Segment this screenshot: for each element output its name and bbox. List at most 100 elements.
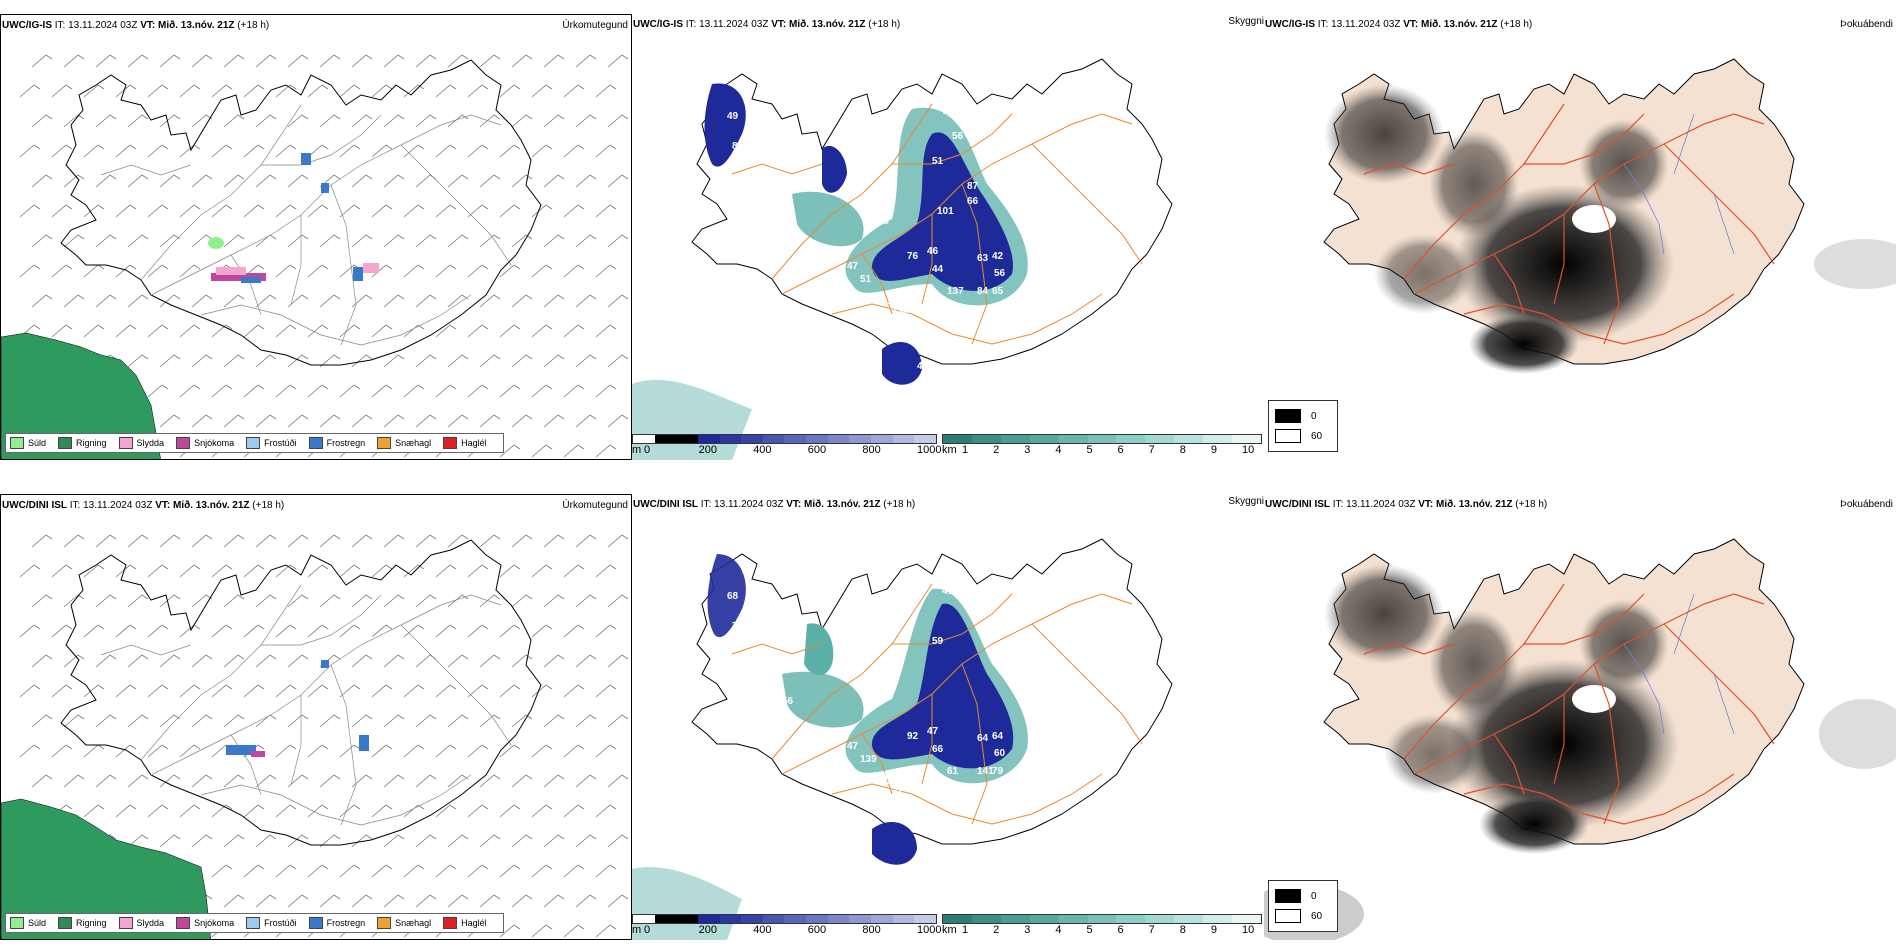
road-line — [150, 604, 442, 776]
wind-barb — [191, 654, 213, 668]
fog-legend-item: 0 — [1275, 409, 1317, 423]
visibility-value-label: 51 — [860, 274, 872, 285]
wind-barb — [371, 744, 393, 758]
wind-barb — [595, 84, 617, 98]
wind-barb — [319, 834, 341, 848]
wind-barb — [275, 564, 297, 578]
precip-cells — [208, 153, 379, 283]
road-line — [100, 644, 192, 656]
wind-barb — [447, 534, 469, 548]
colorbar-tick: 1 — [962, 924, 969, 936]
wind-barb — [275, 864, 297, 878]
wind-barb — [223, 354, 245, 368]
wind-barb — [435, 684, 457, 698]
visibility-value-label: 23 — [872, 696, 884, 707]
wind-barb — [287, 654, 309, 668]
wind-barb — [191, 54, 213, 68]
wind-barb — [403, 84, 425, 98]
wind-barb — [531, 84, 553, 98]
wind-barb — [211, 324, 233, 338]
wind-barb — [147, 84, 169, 98]
wind-barb — [371, 564, 393, 578]
wind-barb — [595, 264, 617, 278]
wind-barb — [83, 264, 105, 278]
wind-barb — [115, 324, 137, 338]
colorbar-tick: 0 — [644, 924, 651, 936]
visibility-value-label: 141 — [977, 766, 994, 777]
road-line — [1553, 694, 1565, 785]
wind-barb — [499, 264, 521, 278]
road-line — [200, 774, 472, 826]
wind-barb — [339, 804, 361, 818]
wind-barb — [255, 174, 277, 188]
wind-barb — [415, 714, 437, 728]
wind-barb — [51, 84, 73, 98]
wind-barb — [607, 654, 629, 668]
wind-barb — [223, 894, 245, 908]
wind-barb — [575, 594, 597, 608]
colorbar-tick: 5 — [1086, 444, 1093, 456]
colorbar-tick: 200 — [698, 924, 717, 936]
wind-barb — [319, 234, 341, 248]
wind-barb — [447, 54, 469, 68]
road-line — [1363, 163, 1455, 175]
wind-barb — [467, 864, 489, 878]
wind-barb — [51, 564, 73, 578]
wind-barb — [339, 204, 361, 218]
road-line — [1524, 113, 1645, 165]
visibility-value-label: 107 — [887, 296, 904, 307]
visibility-value-label: 139 — [860, 754, 877, 765]
visibility-value-label: 56 — [952, 131, 964, 142]
wind-barb — [287, 294, 309, 308]
wind-barb — [191, 834, 213, 848]
road-line — [1071, 593, 1133, 605]
wind-barb — [191, 774, 213, 788]
visibility-value-label: 64 — [992, 731, 1004, 742]
road-line — [961, 663, 988, 825]
visibility-value-label: 11 — [787, 236, 798, 247]
wind-barb — [383, 714, 405, 728]
wind-barb — [63, 714, 85, 728]
road-network — [1363, 103, 1775, 345]
wind-barb — [511, 714, 533, 728]
river-line — [1623, 163, 1665, 255]
colorbar-tick: 200 — [698, 444, 717, 456]
road-line — [1593, 183, 1620, 345]
wind-barb — [211, 804, 233, 818]
precip-panel-2: UWC/DINI ISL IT: 13.11.2024 03Z VT: Mið.… — [0, 494, 632, 940]
precip-type-legend: Súld Rigning Slydda Snjókoma Frostúði Frostre… — [5, 433, 504, 453]
wind-barb — [371, 804, 393, 818]
wind-barb — [115, 804, 137, 818]
road-line — [330, 184, 357, 346]
wind-barb — [511, 594, 533, 608]
fog-legend: 0 60 — [1268, 400, 1338, 452]
wind-barb — [243, 624, 265, 638]
wind-barb — [511, 654, 533, 668]
wind-barb — [467, 324, 489, 338]
colorbar-tick: 6 — [1117, 924, 1124, 936]
road-line — [1493, 253, 1525, 315]
wind-barb — [371, 324, 393, 338]
wind-barb — [531, 864, 553, 878]
visibility-value-label: 50 — [917, 841, 929, 852]
wind-barb — [339, 84, 361, 98]
wind-barb — [31, 714, 53, 728]
wind-barb — [223, 534, 245, 548]
colorbar-strip — [942, 434, 1262, 444]
colorbar-tick: 1 — [962, 444, 969, 456]
wind-barb — [19, 564, 41, 578]
wind-barb — [63, 114, 85, 128]
road-line — [400, 144, 512, 266]
wind-barb — [351, 714, 373, 728]
wind-barb — [415, 414, 437, 428]
wind-barb — [223, 594, 245, 608]
visibility-value-label: 78 — [942, 106, 954, 117]
legend-swatch — [10, 437, 24, 449]
visibility-value-label: 41 — [942, 586, 954, 597]
legend-item: Slydda — [118, 917, 164, 929]
wind-barb — [307, 804, 329, 818]
legend-label: Haglél — [461, 918, 487, 928]
colorbar-tick: 600 — [807, 444, 827, 456]
wind-barb — [467, 744, 489, 758]
wind-barb — [159, 594, 181, 608]
